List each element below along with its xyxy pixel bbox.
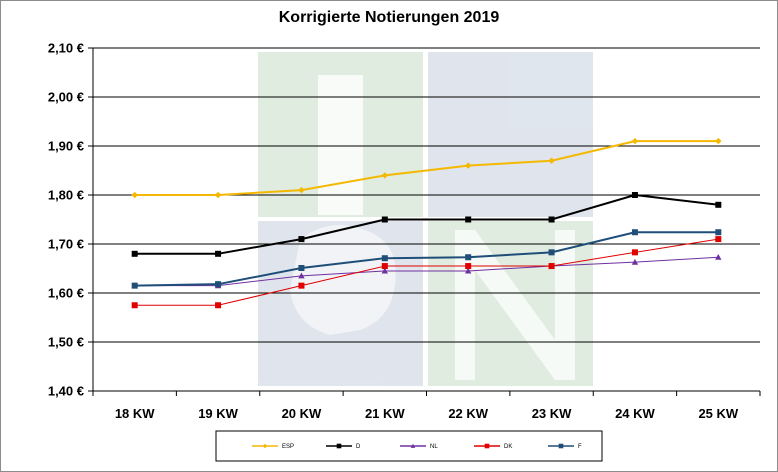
legend-entry: F	[548, 443, 582, 450]
y-tick-label: 2,10 €	[48, 41, 84, 56]
data-point	[298, 272, 305, 279]
data-point	[631, 137, 639, 145]
y-tick-label: 1,50 €	[48, 335, 84, 350]
legend: ESP D NL DK F	[215, 430, 603, 462]
data-point	[336, 443, 342, 449]
data-point	[548, 249, 555, 256]
data-point	[715, 201, 722, 208]
series-line	[134, 256, 719, 287]
data-point	[410, 443, 416, 448]
data-point	[465, 254, 472, 261]
data-point	[558, 443, 564, 449]
x-tick-label: 20 KW	[282, 406, 322, 421]
data-point	[131, 191, 138, 199]
y-tick-label: 1,70 €	[48, 237, 84, 252]
x-tick-label: 21 KW	[365, 406, 405, 421]
data-point	[381, 267, 389, 274]
series-esp	[131, 137, 722, 199]
data-point	[131, 282, 138, 289]
x-tick-label: 23 KW	[532, 406, 572, 421]
series-d	[131, 192, 722, 257]
y-tick-label: 1,90 €	[48, 139, 84, 154]
data-point	[381, 172, 389, 179]
data-point	[215, 250, 222, 257]
legend-entry: D	[326, 443, 361, 450]
legend-label: DK	[504, 444, 512, 450]
data-point	[215, 302, 222, 309]
data-point	[715, 254, 722, 260]
data-point	[214, 191, 222, 199]
series-dk	[131, 236, 722, 309]
data-point	[464, 267, 472, 274]
x-tick-label: 18 KW	[115, 406, 155, 421]
data-point	[465, 216, 472, 223]
data-point	[715, 236, 722, 243]
series-line	[134, 140, 719, 196]
data-point	[548, 157, 555, 164]
legend-entry: ESP	[252, 443, 294, 450]
data-point	[298, 236, 305, 243]
series-lines	[131, 137, 722, 309]
data-point	[298, 265, 305, 272]
y-tick-label: 1,60 €	[48, 286, 84, 301]
x-tick-label: 25 KW	[698, 406, 738, 421]
series-line	[134, 231, 719, 287]
data-point	[131, 302, 138, 309]
legend-label: ESP	[282, 444, 294, 450]
series-line	[134, 238, 719, 306]
data-point	[484, 443, 490, 449]
legend-label: F	[578, 444, 582, 450]
axes	[92, 48, 761, 396]
x-tick-label: 22 KW	[448, 406, 488, 421]
data-point	[631, 249, 638, 256]
data-point	[131, 250, 138, 257]
y-tick-label: 2,00 €	[48, 90, 84, 105]
legend-entry: NL	[400, 443, 438, 450]
data-point	[548, 216, 555, 223]
data-point	[215, 281, 222, 288]
data-point	[715, 137, 722, 145]
data-point	[381, 216, 388, 223]
data-point	[715, 229, 722, 236]
x-tick-label: 24 KW	[615, 406, 655, 421]
y-tick-label: 1,40 €	[48, 384, 84, 399]
data-point	[631, 229, 638, 236]
chart-title: Korrigierte Notierungen 2019	[278, 9, 500, 26]
x-tick-labels: 18 KW 19 KW 20 KW 21 KW 22 KW 23 KW 24 KW 25 KW	[115, 406, 739, 421]
data-point	[298, 186, 305, 194]
x-tick-label: 19 KW	[198, 406, 238, 421]
legend-label: NL	[430, 444, 438, 450]
data-point	[381, 263, 388, 270]
y-tick-labels: 1,40 € 1,50 € 1,60 € 1,70 € 1,80 € 1,90 € 2,00…	[48, 41, 84, 399]
series-f	[131, 229, 722, 289]
y-tick-label: 1,80 €	[48, 188, 84, 203]
data-point	[381, 255, 388, 262]
data-point	[464, 162, 472, 169]
legend-entry: DK	[474, 443, 512, 450]
data-point	[631, 192, 638, 198]
data-point	[631, 258, 639, 265]
data-point	[262, 443, 268, 449]
series-line	[134, 193, 719, 255]
data-point	[548, 263, 555, 270]
data-point	[465, 263, 472, 270]
data-point	[298, 282, 305, 289]
legend-label: D	[356, 444, 361, 450]
